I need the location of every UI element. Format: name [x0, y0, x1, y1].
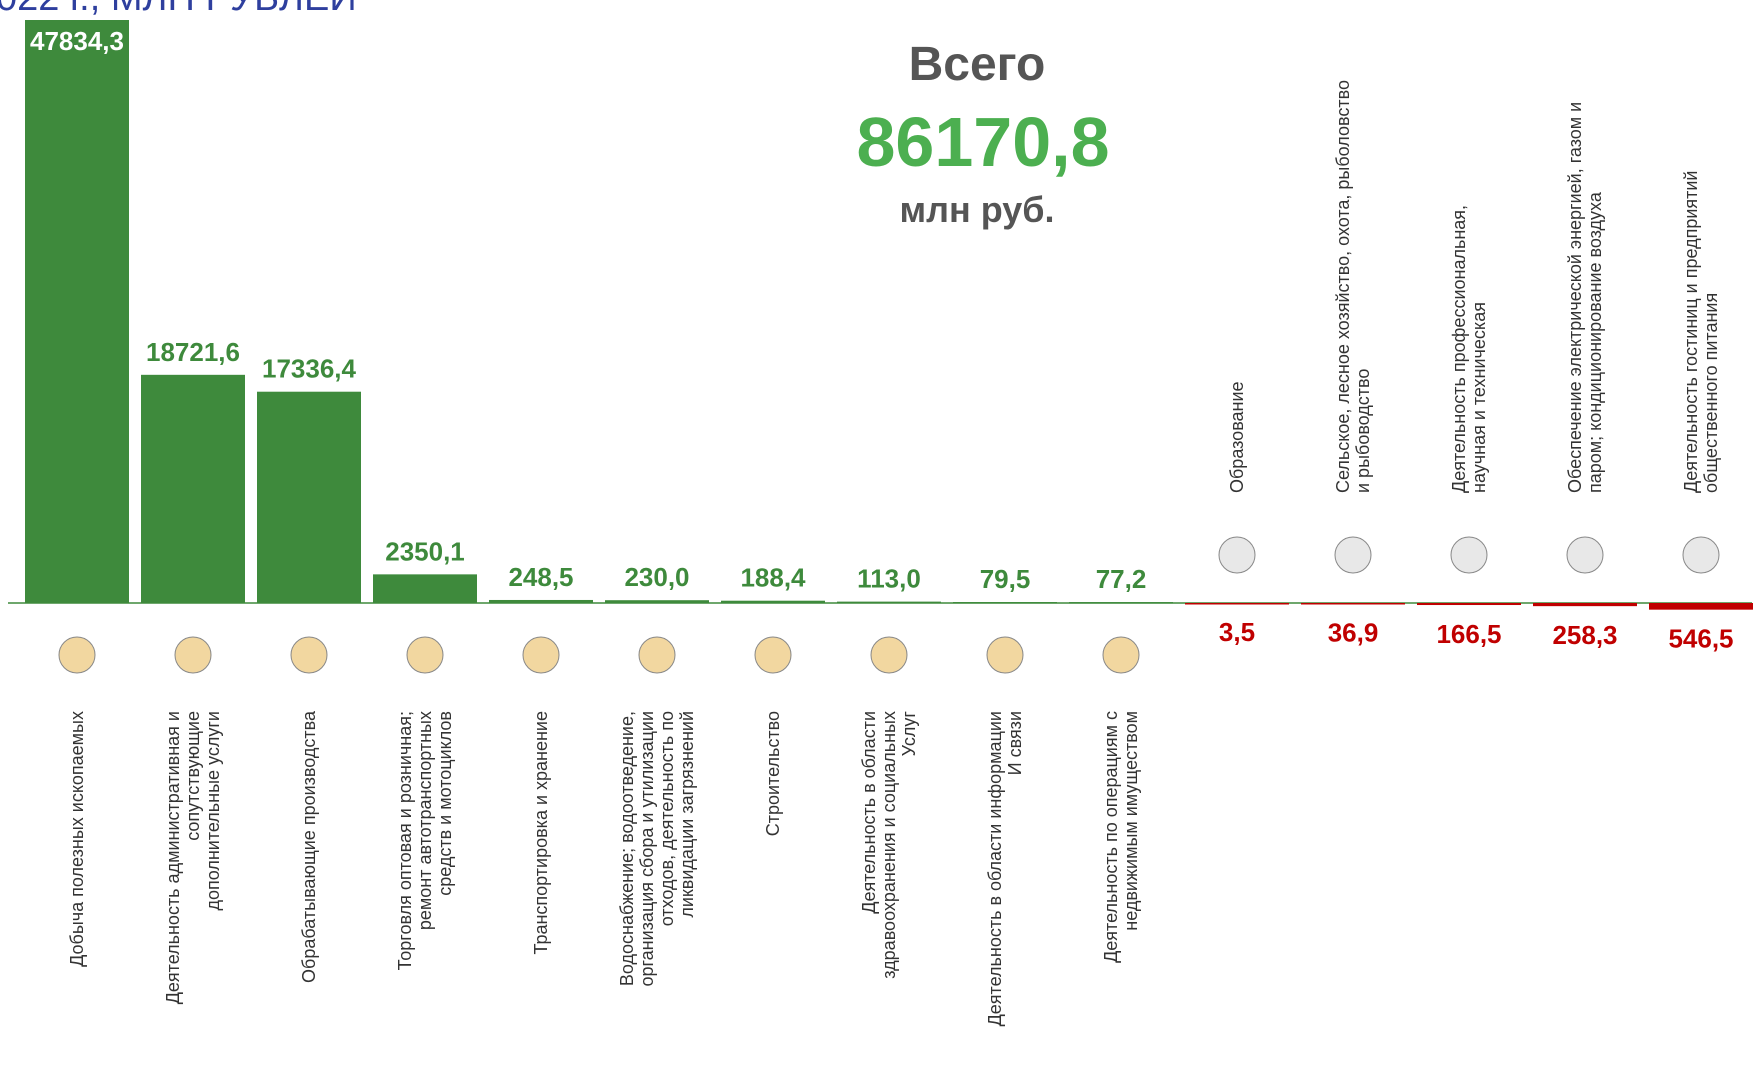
category-label: Деятельность профессиональная,научная и …	[1449, 205, 1489, 493]
category-label: Образование	[1227, 381, 1247, 493]
value-label: 18721,6	[146, 337, 240, 367]
icon	[870, 636, 908, 674]
category-label: Транспортировка и хранение	[531, 711, 551, 955]
icon	[1450, 536, 1488, 574]
bar	[1185, 603, 1289, 605]
icon	[1334, 536, 1372, 574]
value-label: 2350,1	[385, 536, 465, 566]
bar	[141, 374, 245, 603]
bar	[1417, 603, 1521, 606]
value-label: 188,4	[740, 563, 806, 593]
value-label: 79,5	[980, 564, 1031, 594]
icon	[638, 636, 676, 674]
value-label: 258,3	[1552, 620, 1617, 650]
value-label: 3,5	[1219, 617, 1255, 647]
value-label: 546,5	[1668, 624, 1733, 654]
bar	[1649, 603, 1753, 610]
category-label: Сельское, лесное хозяйство, охота, рыбол…	[1333, 80, 1373, 493]
bar	[1533, 603, 1637, 607]
icon	[174, 636, 212, 674]
icon	[1566, 536, 1604, 574]
icon	[58, 636, 96, 674]
category-label: Деятельность административная исопутству…	[163, 711, 223, 1004]
value-label: 36,9	[1328, 617, 1379, 647]
bar	[837, 601, 941, 604]
value-label: 77,2	[1096, 564, 1147, 594]
category-label: Водоснабжение; водоотведение,организация…	[617, 711, 697, 987]
icon	[522, 636, 560, 674]
bar	[25, 20, 129, 603]
bar	[953, 602, 1057, 604]
chart-title: 022 г., МЛН РУБЛЕЙ	[0, 0, 357, 19]
value-label: 47834,3	[30, 26, 124, 56]
category-label: Деятельность по операциям снедвижимым им…	[1101, 711, 1141, 963]
value-label: 230,0	[624, 562, 689, 592]
bar	[373, 574, 477, 603]
category-label: Строительство	[763, 711, 783, 836]
value-label: 248,5	[508, 562, 573, 592]
icon	[1682, 536, 1720, 574]
icon	[986, 636, 1024, 674]
icon	[1218, 536, 1256, 574]
category-label: Торговля оптовая и розничная;ремонт авто…	[395, 711, 455, 970]
category-label: Деятельность в областиздравоохранения и …	[859, 711, 919, 979]
category-label: Обеспечение электрической энергией, газо…	[1565, 102, 1605, 493]
bar	[721, 600, 825, 603]
bar	[489, 599, 593, 603]
icon	[290, 636, 328, 674]
icon	[754, 636, 792, 674]
icon	[1102, 636, 1140, 674]
value-label: 113,0	[857, 564, 921, 594]
total-caption: Всего	[909, 38, 1046, 91]
bar	[605, 600, 709, 603]
bar	[257, 391, 361, 603]
category-label: Обрабатывающие производства	[299, 710, 319, 983]
category-label: Деятельность гостиниц и предприятийобщес…	[1681, 171, 1721, 494]
bar	[1069, 602, 1173, 604]
bar	[1301, 603, 1405, 605]
category-label: Добыча полезных ископаемых	[67, 711, 87, 967]
category-label: Деятельность в области информацииИ связи	[985, 711, 1025, 1026]
total-unit: млн руб.	[899, 189, 1054, 230]
value-label: 17336,4	[262, 354, 357, 384]
value-label: 166,5	[1436, 619, 1501, 649]
total-value: 86170,8	[856, 103, 1109, 181]
icon	[406, 636, 444, 674]
